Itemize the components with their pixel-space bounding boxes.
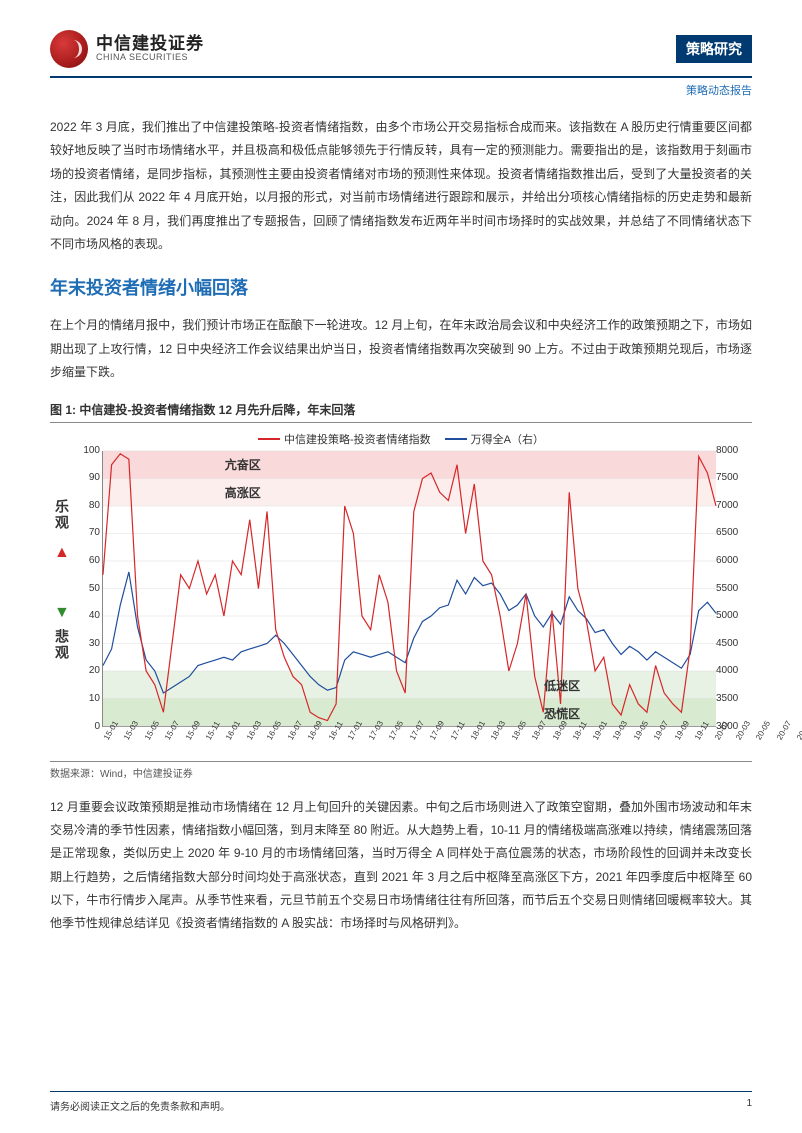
closing-paragraph: 12 月重要会议政策预期是推动市场情绪在 12 月上旬回升的关键因素。中旬之后市…: [50, 796, 752, 936]
intro-paragraph: 2022 年 3 月底，我们推出了中信建投策略-投资者情绪指数，由多个市场公开交…: [50, 116, 752, 256]
y-left-tick: 50: [80, 583, 100, 594]
y-right-tick: 5000: [716, 610, 744, 621]
zone-label: 恐慌区: [544, 705, 580, 722]
y-right-tick: 7000: [716, 500, 744, 511]
chart-plot-area: [102, 451, 716, 727]
legend-item: 万得全A（右）: [445, 431, 544, 447]
y-left-tick: 20: [80, 665, 100, 676]
y-left-tick: 0: [80, 721, 100, 732]
logo-cn: 中信建投证券: [96, 35, 204, 54]
y-left-tick: 10: [80, 693, 100, 704]
y-left-tick: 100: [80, 445, 100, 456]
y-left-tick: 80: [80, 500, 100, 511]
y-left-tick: 40: [80, 610, 100, 621]
y-right-tick: 5500: [716, 583, 744, 594]
figure-source: 数据来源：Wind，中信建投证券: [50, 761, 752, 780]
y-left-tick: 60: [80, 555, 100, 566]
footer-disclaimer: 请务必阅读正文之后的免责条款和声明。: [50, 1098, 230, 1113]
page-number: 1: [746, 1098, 752, 1113]
y-right-tick: 6500: [716, 527, 744, 538]
y-left-tick: 30: [80, 638, 100, 649]
sentiment-chart: 中信建投策略-投资者情绪指数万得全A（右） 乐观 ▲ ▼ 悲观 15-0115-…: [50, 429, 752, 759]
y-right-tick: 3000: [716, 721, 744, 732]
arrow-down-icon: ▼: [54, 604, 70, 622]
chart-legend: 中信建投策略-投资者情绪指数万得全A（右）: [258, 431, 544, 447]
y-right-tick: 3500: [716, 693, 744, 704]
y-right-tick: 4500: [716, 638, 744, 649]
y-left-tick: 70: [80, 527, 100, 538]
zone-label: 低迷区: [544, 677, 580, 694]
zone-label: 亢奋区: [225, 456, 261, 473]
header-subcategory: 策略动态报告: [50, 82, 752, 98]
legend-item: 中信建投策略-投资者情绪指数: [258, 431, 431, 447]
header-category: 策略研究: [676, 35, 752, 63]
y-left-tick: 90: [80, 472, 100, 483]
y-right-tick: 7500: [716, 472, 744, 483]
side-label-bottom: 悲观: [52, 629, 72, 661]
zone-label: 高涨区: [225, 484, 261, 501]
side-label-top: 乐观: [52, 499, 72, 531]
page-footer: 请务必阅读正文之后的免责条款和声明。 1: [50, 1091, 752, 1113]
y-right-tick: 4000: [716, 665, 744, 676]
page-header: 中信建投证券 CHINA SECURITIES 策略研究: [50, 30, 752, 78]
logo-en: CHINA SECURITIES: [96, 53, 204, 63]
x-axis-labels: 15-0115-0315-0515-0715-0915-1116-0116-03…: [102, 729, 716, 757]
arrow-up-icon: ▲: [54, 544, 70, 562]
section-paragraph: 在上个月的情绪月报中，我们预计市场正在酝酿下一轮进攻。12 月上旬，在年末政治局…: [50, 314, 752, 384]
logo-block: 中信建投证券 CHINA SECURITIES: [50, 30, 204, 68]
section-title: 年末投资者情绪小幅回落: [50, 274, 752, 300]
y-right-tick: 8000: [716, 445, 744, 456]
y-right-tick: 6000: [716, 555, 744, 566]
figure-caption: 图 1: 中信建投-投资者情绪指数 12 月先升后降，年末回落: [50, 401, 752, 423]
logo-icon: [50, 30, 88, 68]
